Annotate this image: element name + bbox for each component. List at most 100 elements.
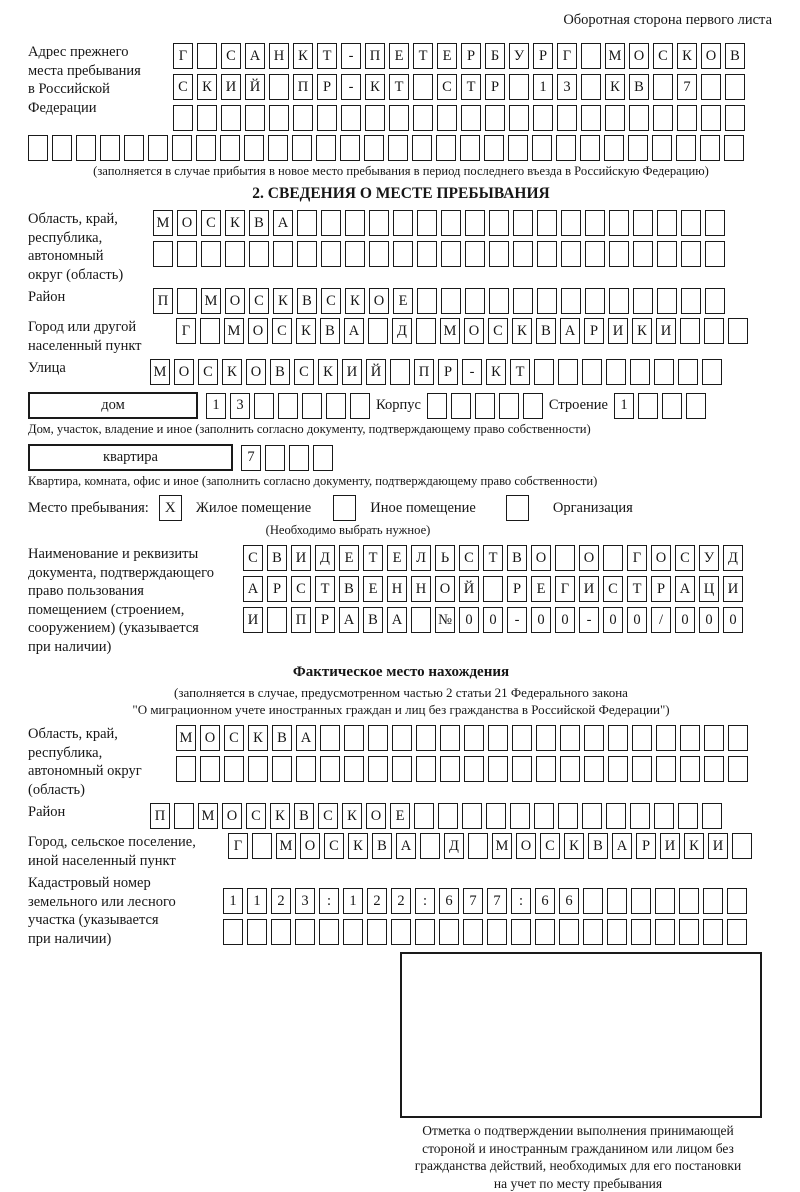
char-cell: К [486,359,506,385]
char-cell: И [656,318,676,344]
char-cell [681,210,701,236]
label-line: Город, сельское поселение, [28,833,228,852]
char-cell [487,919,507,945]
char-cell [705,288,725,314]
char-cell: Й [245,74,265,100]
char-cell [254,393,274,419]
char-cell: 1 [533,74,553,100]
char-cell: О [651,545,671,571]
label-line: участка (указывается [28,911,223,930]
char-cell: В [536,318,556,344]
label-line: стороной и иностранным гражданином или л… [378,1140,778,1158]
fact-raion-label: Район [28,803,150,822]
char-cell [316,135,336,161]
label-line: Область, край, [28,210,153,229]
char-cell [633,210,653,236]
char-cell [248,756,268,782]
label-line: гражданства действий, необходимых для ег… [378,1157,778,1175]
char-cell [415,919,435,945]
char-cell [174,803,194,829]
char-cell: Р [636,833,656,859]
char-cell [558,803,578,829]
char-cell [654,803,674,829]
char-cell: К [365,74,385,100]
char-cell: Г [555,576,575,602]
char-cell [345,210,365,236]
label-line: в Российской [28,80,173,99]
char-cell: Р [315,607,335,633]
char-cell: 0 [483,607,503,633]
char-cell [558,359,578,385]
char-cell [289,445,309,471]
label-line: (область) [28,781,176,800]
char-cell: П [150,803,170,829]
char-cell [488,756,508,782]
char-cell [580,135,600,161]
char-cell: Е [387,545,407,571]
char-cell [662,393,682,419]
char-cell [536,756,556,782]
char-cell [320,725,340,751]
char-cell: 0 [459,607,479,633]
char-cell: 6 [559,888,579,914]
char-cell: О [246,359,266,385]
stroenie-row: 1 [614,393,706,419]
char-cell [460,135,480,161]
section2-title: 2. СВЕДЕНИЯ О МЕСТЕ ПРЕБЫВАНИЯ [28,185,774,203]
char-cell: К [293,43,313,69]
char-cell: Е [531,576,551,602]
char-cell: О [366,803,386,829]
char-cell: К [345,288,365,314]
field-mesto-prebyvaniya: Место пребывания: X Жилое помещение Иное… [28,495,774,521]
label-line: право пользования [28,582,243,601]
checkbox-zhiloe-pomeshchenie: X [159,495,182,521]
char-cell [489,210,509,236]
stamp-area [400,952,762,1118]
char-cell [704,756,724,782]
char-cell: Т [461,74,481,100]
char-cell [604,135,624,161]
char-cell [414,803,434,829]
label-line: округ (область) [28,266,153,285]
char-cell [655,919,675,945]
char-cell: О [516,833,536,859]
char-cell [536,725,556,751]
char-cell: 0 [555,607,575,633]
char-cell: М [201,288,221,314]
char-cell [608,725,628,751]
char-cell [561,210,581,236]
char-cell [679,919,699,945]
char-cell [609,210,629,236]
char-cell [411,607,431,633]
char-cell: О [579,545,599,571]
char-cell: Л [411,545,431,571]
char-cell: О [222,803,242,829]
char-cell [177,241,197,267]
char-cell: - [341,43,361,69]
char-cell: 3 [557,74,577,100]
char-cell: П [291,607,311,633]
char-cell: У [509,43,529,69]
char-cell [321,210,341,236]
char-cell: № [435,607,455,633]
char-cell: С [201,210,221,236]
char-cell: П [365,43,385,69]
char-cell [582,803,602,829]
char-cell [368,756,388,782]
char-cell: С [291,576,311,602]
char-cell [512,725,532,751]
char-cell [656,725,676,751]
char-cell: - [507,607,527,633]
label-line: Область, край, [28,725,176,744]
char-cell [464,756,484,782]
char-cell: С [437,74,457,100]
char-cell: К [225,210,245,236]
char-cell [341,105,361,131]
char-cell [345,241,365,267]
